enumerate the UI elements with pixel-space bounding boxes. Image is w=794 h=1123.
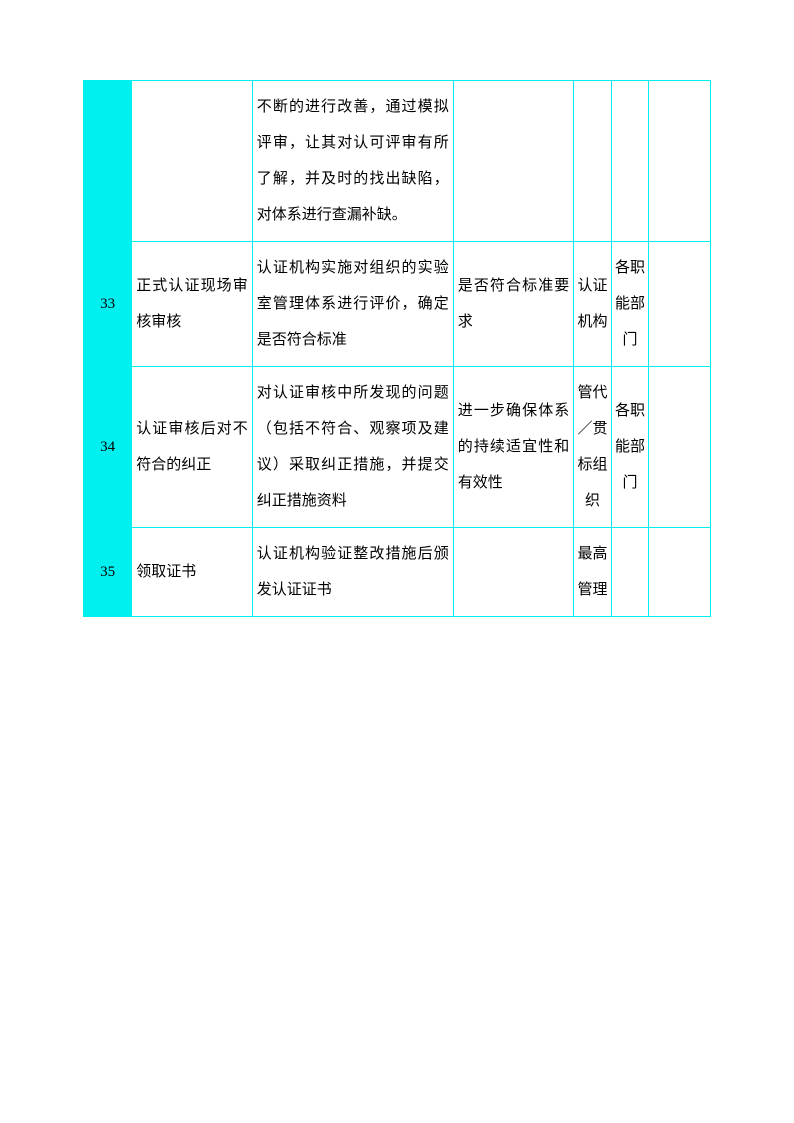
cell-extra bbox=[649, 242, 711, 367]
cell-extra bbox=[649, 81, 711, 242]
cell-responsible2 bbox=[611, 81, 649, 242]
cell-title: 认证审核后对不符合的纠正 bbox=[132, 367, 253, 528]
cell-criteria: 是否符合标准要求 bbox=[453, 242, 574, 367]
cell-criteria bbox=[453, 81, 574, 242]
row-number: 34 bbox=[84, 367, 132, 528]
cell-description: 认证机构验证整改措施后颁发认证证书 bbox=[252, 528, 453, 617]
cell-responsible1 bbox=[574, 81, 612, 242]
table-row: 33 正式认证现场审核审核 认证机构实施对组织的实验室管理体系进行评价，确定是否… bbox=[84, 242, 711, 367]
cell-title: 正式认证现场审核审核 bbox=[132, 242, 253, 367]
row-number: 33 bbox=[84, 242, 132, 367]
cell-extra bbox=[649, 528, 711, 617]
cell-criteria bbox=[453, 528, 574, 617]
cell-responsible1: 最高管理 bbox=[574, 528, 612, 617]
cell-description: 认证机构实施对组织的实验室管理体系进行评价，确定是否符合标准 bbox=[252, 242, 453, 367]
row-number bbox=[84, 81, 132, 242]
cell-extra bbox=[649, 367, 711, 528]
table-row: 34 认证审核后对不符合的纠正 对认证审核中所发现的问题（包括不符合、观察项及建… bbox=[84, 367, 711, 528]
cell-criteria: 进一步确保体系的持续适宜性和有效性 bbox=[453, 367, 574, 528]
row-number: 35 bbox=[84, 528, 132, 617]
cell-responsible1: 管代／贯标组织 bbox=[574, 367, 612, 528]
table-row: 35 领取证书 认证机构验证整改措施后颁发认证证书 最高管理 bbox=[84, 528, 711, 617]
cell-responsible1: 认证机构 bbox=[574, 242, 612, 367]
cell-responsible2: 各职能部门 bbox=[611, 367, 649, 528]
cell-description: 对认证审核中所发现的问题（包括不符合、观察项及建议）采取纠正措施，并提交纠正措施… bbox=[252, 367, 453, 528]
table-container: 不断的进行改善，通过模拟评审，让其对认可评审有所了解，并及时的找出缺陷，对体系进… bbox=[83, 80, 711, 617]
data-table: 不断的进行改善，通过模拟评审，让其对认可评审有所了解，并及时的找出缺陷，对体系进… bbox=[83, 80, 711, 617]
cell-title bbox=[132, 81, 253, 242]
cell-title: 领取证书 bbox=[132, 528, 253, 617]
cell-responsible2: 各职能部门 bbox=[611, 242, 649, 367]
cell-responsible2 bbox=[611, 528, 649, 617]
cell-description: 不断的进行改善，通过模拟评审，让其对认可评审有所了解，并及时的找出缺陷，对体系进… bbox=[252, 81, 453, 242]
table-row: 不断的进行改善，通过模拟评审，让其对认可评审有所了解，并及时的找出缺陷，对体系进… bbox=[84, 81, 711, 242]
